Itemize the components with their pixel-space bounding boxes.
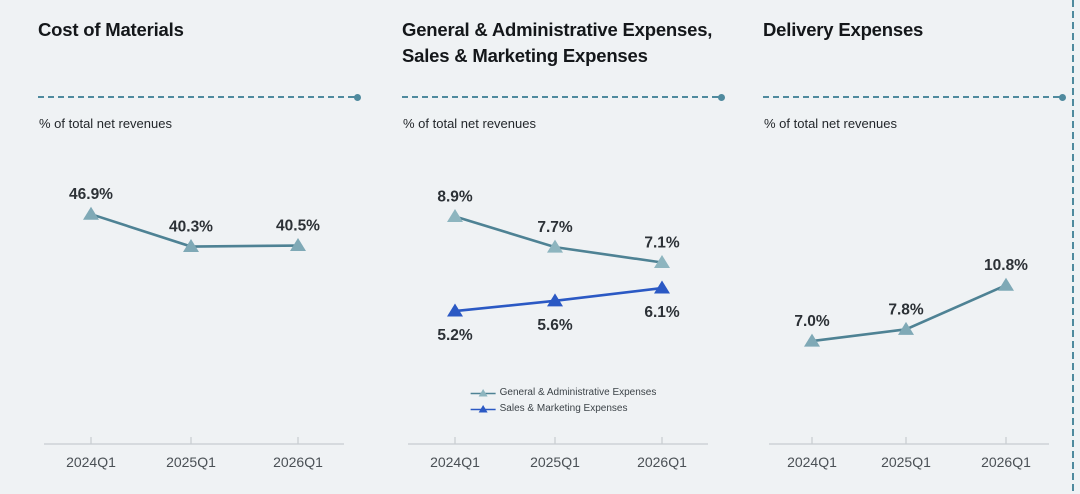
legend-item-general-administrative: General & Administrative Expenses [470, 387, 657, 398]
data-point-marker [898, 321, 914, 335]
data-point-marker [447, 303, 463, 317]
x-axis-label: 2025Q1 [881, 454, 931, 470]
chart-title: General & Administrative Expenses, Sales… [402, 19, 713, 66]
legend-label: General & Administrative Expenses [499, 387, 657, 398]
chart-panel-delivery-expenses: Delivery Expenses % of total net revenue… [763, 0, 1066, 494]
data-point-marker [290, 238, 306, 252]
value-label: 10.8% [984, 257, 1028, 274]
value-label: 40.3% [169, 219, 213, 236]
value-label: 7.7% [537, 219, 573, 236]
chart-legend: General & Administrative Expenses Sales … [470, 387, 657, 414]
chart-panel-ga-sm-expenses: General & Administrative Expenses, Sales… [402, 0, 725, 494]
data-point-marker [804, 333, 820, 347]
legend-item-sales-marketing: Sales & Marketing Expenses [470, 403, 628, 414]
value-label: 6.1% [644, 304, 680, 321]
chart-subtitle: % of total net revenues [403, 116, 536, 131]
data-point-marker [447, 208, 463, 222]
chart-title: Cost of Materials [38, 19, 184, 40]
value-label: 7.8% [888, 301, 924, 318]
x-axis-label: 2026Q1 [637, 454, 687, 470]
value-label: 5.6% [537, 317, 573, 334]
x-axis-label: 2024Q1 [430, 454, 480, 470]
data-point-marker [183, 239, 199, 253]
value-label: 46.9% [69, 186, 113, 203]
data-point-marker [547, 293, 563, 307]
value-label: 40.5% [276, 218, 320, 235]
x-axis-label: 2026Q1 [273, 454, 323, 470]
chart-title: Delivery Expenses [763, 19, 924, 40]
dashed-divider [38, 94, 361, 101]
legend-line-triangle-icon [470, 388, 496, 396]
x-axis-label: 2025Q1 [530, 454, 580, 470]
x-axis-label: 2026Q1 [981, 454, 1031, 470]
line-chart-delivery-expenses: 2024Q1 2025Q1 2026Q1 7.0% 7.8% 10.8% [769, 257, 1049, 470]
line-chart-cost-of-materials: 2024Q1 2025Q1 2026Q1 46.9% 40.3% 40.5% [44, 186, 344, 470]
data-point-marker [547, 239, 563, 253]
data-point-marker [654, 280, 670, 294]
data-point-marker [83, 206, 99, 220]
dashed-divider [402, 94, 725, 101]
data-point-marker [998, 277, 1014, 291]
legend-line-triangle-icon [470, 404, 496, 412]
value-label: 8.9% [437, 188, 473, 205]
value-label: 7.1% [644, 234, 680, 251]
data-point-marker [654, 254, 670, 268]
legend-label: Sales & Marketing Expenses [499, 403, 628, 414]
value-label: 5.2% [437, 327, 473, 344]
value-label: 7.0% [794, 313, 830, 330]
vertical-dashed-border [1072, 0, 1074, 494]
chart-panel-cost-of-materials: Cost of Materials % of total net revenue… [38, 0, 361, 494]
chart-subtitle: % of total net revenues [764, 116, 897, 131]
x-axis-label: 2024Q1 [787, 454, 837, 470]
line-chart-ga-sm-expenses: 2024Q1 2025Q1 2026Q1 8.9% 7.7% 7.1% 5.2% 5.6% 6.… [408, 188, 708, 470]
dashed-divider [763, 94, 1066, 101]
x-axis-label: 2024Q1 [66, 454, 116, 470]
x-axis-label: 2025Q1 [166, 454, 216, 470]
chart-subtitle: % of total net revenues [39, 116, 172, 131]
